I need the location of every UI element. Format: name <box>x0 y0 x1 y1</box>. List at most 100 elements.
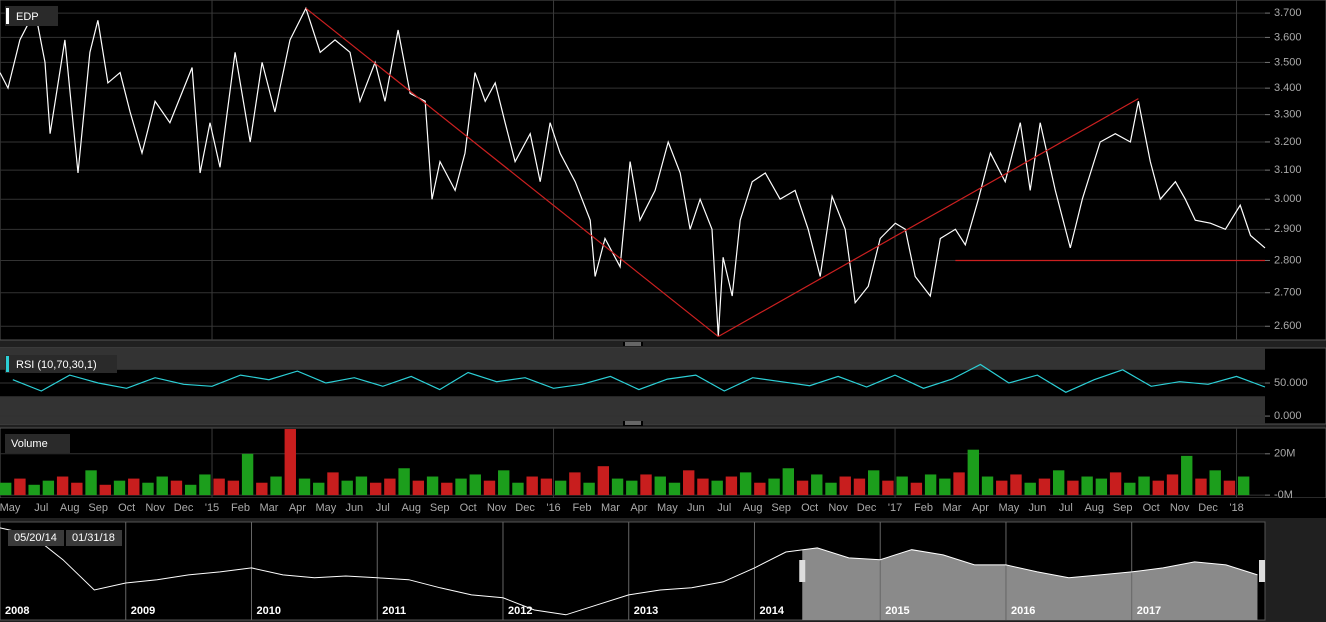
volume-bar <box>355 476 368 496</box>
x-tick-label: Aug <box>743 502 763 514</box>
x-tick-label: Oct <box>118 502 135 514</box>
volume-bar <box>597 466 610 496</box>
x-tick-label: Aug <box>60 502 80 514</box>
panel-grip[interactable] <box>623 421 643 426</box>
rsi-title: RSI (10,70,30,1) <box>16 359 97 371</box>
volume-bar <box>256 482 268 496</box>
x-tick-label: Aug <box>401 502 421 514</box>
year-label: 2008 <box>5 605 29 617</box>
x-tick-label: Dec <box>1198 502 1218 514</box>
volume-bar <box>483 480 496 496</box>
volume-bar <box>939 478 951 496</box>
x-tick-label: Dec <box>174 502 194 514</box>
volume-bar <box>28 484 40 496</box>
volume-bar <box>170 480 183 496</box>
y-tick-label: 3.700 <box>1274 7 1302 19</box>
x-tick-label: Nov <box>828 502 848 514</box>
volume-bar <box>199 474 211 496</box>
volume-bar <box>142 482 154 496</box>
volume-bar <box>953 472 965 496</box>
x-tick-label: Sep <box>771 502 791 514</box>
volume-bar <box>867 470 880 496</box>
volume-bar <box>284 429 296 496</box>
volume-bar <box>853 478 866 496</box>
volume-bar <box>540 478 553 496</box>
volume-bar <box>1095 478 1108 496</box>
volume-bar <box>441 482 453 496</box>
volume-bar <box>839 476 851 496</box>
x-tick-label: Mar <box>942 502 961 514</box>
volume-bar <box>42 480 55 496</box>
volume-bar <box>626 480 638 496</box>
navigator-area <box>802 547 1258 620</box>
volume-bar <box>14 478 26 496</box>
y-tick-label: 20M <box>1274 448 1295 460</box>
x-tick-label: Feb <box>231 502 250 514</box>
y-tick-label: 3.200 <box>1274 136 1302 148</box>
year-label: 2013 <box>634 605 658 617</box>
y-tick-label: -0M <box>1274 489 1293 501</box>
y-tick-label: 0.000 <box>1274 410 1302 422</box>
volume-bar <box>526 476 538 496</box>
volume-title-box <box>5 434 70 453</box>
selection-label-box <box>66 530 122 546</box>
x-tick-label: Sep <box>430 502 450 514</box>
y-tick-label: 50.000 <box>1274 377 1308 389</box>
volume-bar <box>1195 478 1207 496</box>
volume-bar <box>896 476 908 496</box>
x-tick-label: Feb <box>573 502 592 514</box>
volume-bar <box>1109 472 1122 496</box>
volume-bar <box>1052 470 1065 496</box>
volume-bar <box>412 480 425 496</box>
year-label: 2014 <box>759 605 784 617</box>
volume-bar <box>981 476 994 496</box>
x-tick-label: Oct <box>801 502 818 514</box>
panel-grip[interactable] <box>623 342 643 346</box>
volume-bar <box>796 480 809 496</box>
selection-end-label: 01/31/18 <box>72 532 115 544</box>
volume-bar <box>184 484 197 496</box>
x-tick-label: Jul <box>1059 502 1073 514</box>
volume-bar <box>241 453 254 496</box>
x-tick-label: Oct <box>1143 502 1160 514</box>
volume-bar <box>469 474 481 496</box>
volume-bar <box>697 478 709 496</box>
x-tick-label: Jul <box>717 502 731 514</box>
rsi-marker <box>6 356 9 372</box>
x-tick-label: Feb <box>914 502 933 514</box>
x-tick-label: Oct <box>460 502 477 514</box>
y-tick-label: 2.900 <box>1274 223 1302 235</box>
year-label: 2016 <box>1011 605 1035 617</box>
volume-bar <box>725 476 738 496</box>
selection-start-label: 05/20/14 <box>14 532 57 544</box>
volume-bar <box>1181 455 1193 496</box>
volume-bar <box>1138 476 1150 496</box>
volume-bar <box>384 478 396 496</box>
year-label: 2015 <box>885 605 909 617</box>
volume-bar <box>996 480 1008 496</box>
volume-bar <box>455 478 467 496</box>
year-label: 2010 <box>256 605 280 617</box>
volume-bar <box>811 474 823 496</box>
x-tick-label: Aug <box>1084 502 1104 514</box>
x-tick-label: May <box>998 502 1019 514</box>
x-tick-label: May <box>657 502 678 514</box>
trend-line <box>305 7 719 338</box>
price-line <box>12 363 1266 393</box>
volume-bar <box>341 480 353 496</box>
y-tick-label: 3.300 <box>1274 109 1302 121</box>
chart-title: EDP <box>16 11 39 23</box>
volume-bar <box>1124 482 1136 496</box>
x-tick-label: '17 <box>888 502 902 514</box>
volume-bar <box>640 474 652 496</box>
x-tick-label: Mar <box>259 502 278 514</box>
x-tick-label: '16 <box>546 502 560 514</box>
year-label: 2011 <box>382 605 406 617</box>
volume-bar <box>1223 480 1236 496</box>
volume-bar <box>1152 480 1164 496</box>
volume-bar <box>611 478 624 496</box>
volume-bar <box>569 472 581 496</box>
volume-bar <box>683 470 695 496</box>
